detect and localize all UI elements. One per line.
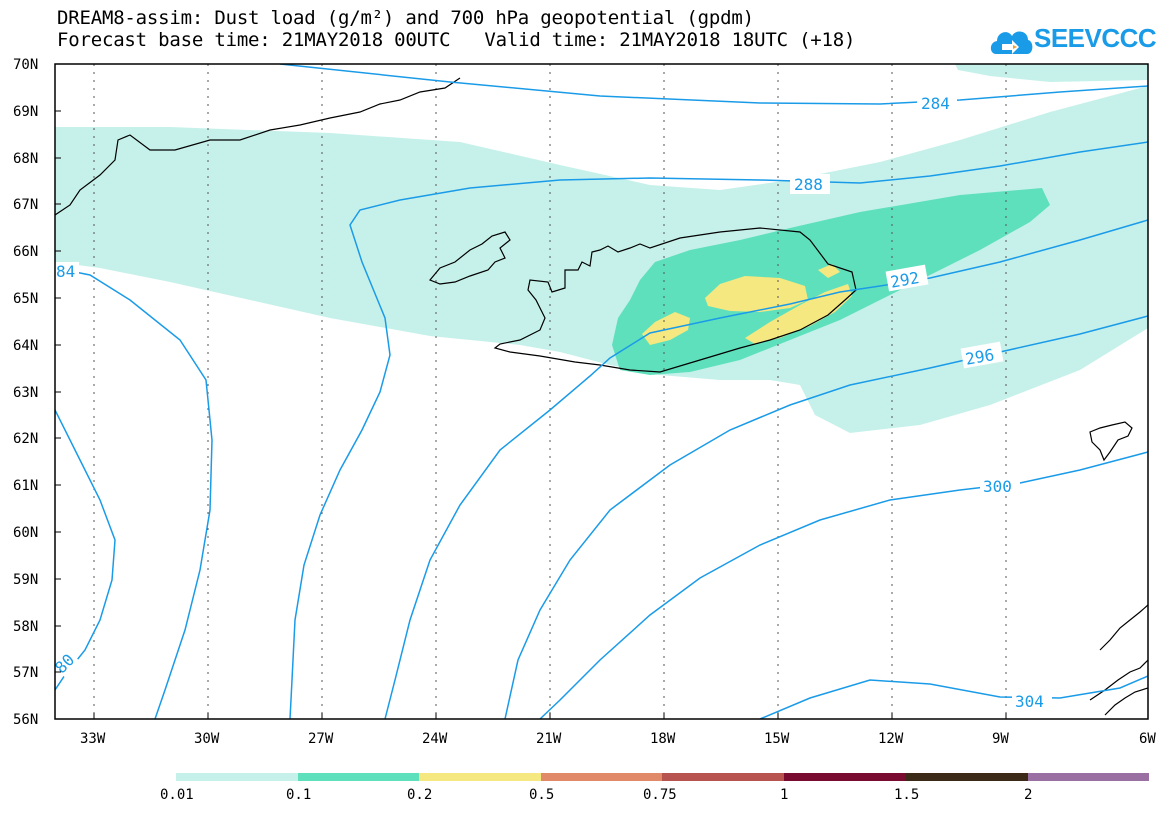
lat-label: 67N [13, 197, 38, 213]
lat-label: 70N [13, 57, 38, 73]
lon-label: 21W [536, 731, 562, 747]
colorbar-label: 0.75 [643, 787, 677, 803]
colorbar-label: 0.1 [286, 787, 311, 803]
colorbar-swatch [1028, 773, 1149, 781]
contour-labels: 284 288 292 296 300 304 84 80 [55, 93, 1052, 711]
lon-label: 6W [1139, 731, 1156, 747]
dust-shade-0.2-a [705, 276, 808, 312]
lon-label: 24W [422, 731, 448, 747]
lon-axis: 33W 30W 27W 24W 21W 18W 15W 12W 9W 6W [80, 713, 1156, 747]
lon-label: 30W [194, 731, 220, 747]
contour-304 [759, 675, 1148, 719]
contour-label-284-west: 84 [56, 262, 75, 281]
lat-label: 69N [13, 104, 38, 120]
seevccc-logo: SEEVCCC [988, 20, 1168, 62]
dust-shade-0.1 [612, 188, 1050, 375]
colorbar-swatch [298, 773, 419, 781]
lat-label: 65N [13, 291, 38, 307]
colorbar-swatch [784, 773, 906, 781]
map-subtitle: Forecast base time: 21MAY2018 00UTC Valid… [57, 30, 855, 50]
map-title: DREAM8-assim: Dust load (g/m²) and 700 h… [57, 7, 754, 29]
valid-time: Valid time: 21MAY2018 18UTC (+18) [484, 29, 856, 51]
lon-label: 27W [308, 731, 334, 747]
lat-label: 59N [13, 572, 38, 588]
graticule [93, 64, 1007, 719]
lat-label: 60N [13, 525, 38, 541]
colorbar-swatch [906, 773, 1028, 781]
lat-label: 58N [13, 619, 38, 635]
colorbar: 0.01 0.1 0.2 0.5 0.75 1 1.5 2 [160, 773, 1149, 803]
colorbar-label: 0.5 [529, 787, 554, 803]
contour-label-300: 300 [983, 477, 1012, 496]
colorbar-label: 1 [780, 787, 788, 803]
colorbar-label: 0.01 [160, 787, 194, 803]
contour-292 [384, 219, 1148, 719]
lat-label: 63N [13, 385, 38, 401]
lat-label: 61N [13, 478, 38, 494]
colorbar-label: 0.2 [407, 787, 432, 803]
lat-label: 56N [13, 712, 38, 728]
colorbar-swatch [419, 773, 541, 781]
colorbar-swatch [662, 773, 784, 781]
lat-label: 62N [13, 431, 38, 447]
contour-label-288: 288 [794, 175, 823, 194]
colorbar-label: 1.5 [894, 787, 919, 803]
lat-label: 68N [13, 151, 38, 167]
lon-label: 18W [650, 731, 676, 747]
colorbar-swatch [176, 773, 298, 781]
contour-label-292: 292 [889, 268, 921, 292]
lat-label: 66N [13, 244, 38, 260]
contour-label-296: 296 [964, 345, 996, 369]
dust-shade-0.2-b [642, 312, 690, 345]
lat-label: 57N [13, 665, 38, 681]
contour-288 [289, 141, 1148, 719]
dust-shade-0.01-ne [955, 64, 1148, 82]
cloud-icon [990, 31, 1033, 54]
dust-shade-0.01 [55, 86, 1148, 433]
contour-280-west [55, 409, 116, 691]
lon-label: 33W [80, 731, 106, 747]
lon-label: 15W [764, 731, 790, 747]
lon-label: 12W [878, 731, 904, 747]
contour-label-304: 304 [1015, 692, 1044, 711]
geopotential-contours [55, 64, 1148, 719]
lat-label: 64N [13, 338, 38, 354]
lat-axis: 70N 69N 68N 67N 66N 65N 64N 63N 62N 61N … [13, 57, 61, 728]
contour-284-west [55, 267, 213, 719]
logo-text: SEEVCCC [1034, 23, 1157, 53]
dust-shade-0.2-d [818, 264, 840, 278]
dust-shade-0.2-c [745, 284, 852, 344]
lon-label: 9W [992, 731, 1009, 747]
contour-300 [539, 451, 1148, 719]
colorbar-label: 2 [1024, 787, 1032, 803]
colorbar-swatch [541, 773, 662, 781]
contour-label-284: 284 [921, 94, 950, 113]
base-time: Forecast base time: 21MAY2018 00UTC [57, 29, 451, 51]
contour-284 [279, 64, 1148, 105]
